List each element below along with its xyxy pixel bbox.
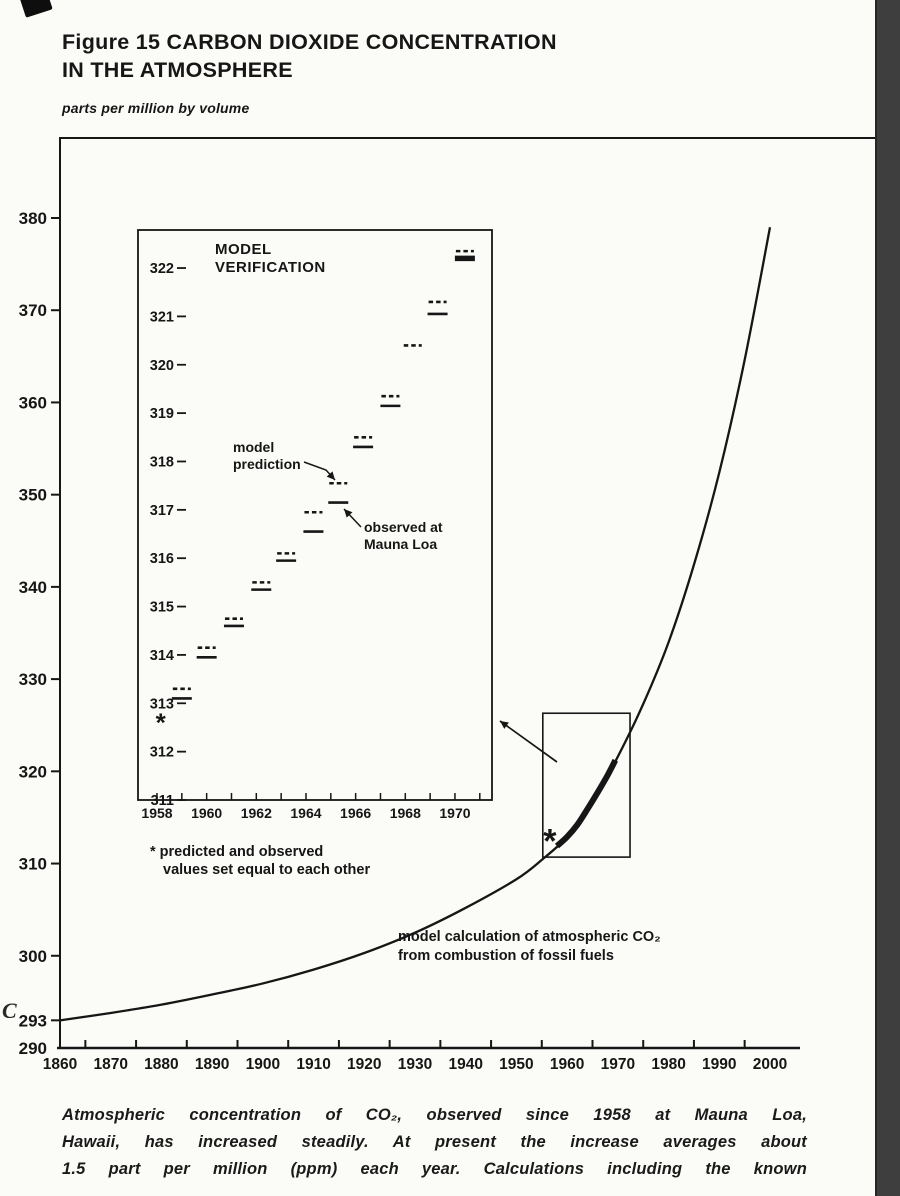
svg-text:1980: 1980 [651,1056,685,1073]
svg-text:340: 340 [19,578,47,597]
svg-text:320: 320 [19,762,47,781]
scan-artifact-right-bar [875,0,900,1196]
svg-text:VERIFICATION: VERIFICATION [215,259,326,276]
svg-text:1940: 1940 [448,1056,482,1073]
main-x-axis: 1860 1870 1880 1890 1900 1910 1920 1930 1940 1950… [43,1040,787,1073]
svg-text:1990: 1990 [702,1056,736,1073]
svg-text:* predicted and observed: * predicted and observed [150,844,323,860]
svg-text:2000: 2000 [753,1056,787,1073]
svg-text:1964: 1964 [290,805,321,821]
inset-footnote: * predicted and observed values set equal… [150,844,370,878]
svg-text:300: 300 [19,947,47,966]
observed-overlay [554,758,618,849]
svg-text:317: 317 [150,503,174,519]
svg-text:1950: 1950 [499,1056,533,1073]
main-star-marker: * [543,822,557,860]
svg-text:321: 321 [150,309,174,325]
svg-text:380: 380 [19,209,47,228]
svg-text:observed at: observed at [364,519,443,535]
svg-text:313: 313 [150,696,174,712]
svg-text:model: model [233,439,274,455]
svg-text:315: 315 [150,600,174,616]
svg-text:values set equal to each other: values set equal to each other [163,862,370,878]
svg-text:314: 314 [150,648,174,664]
figure-caption: Atmospheric concentration of CO₂, observ… [62,1102,807,1183]
svg-text:1966: 1966 [340,805,371,821]
svg-text:1970: 1970 [601,1056,635,1073]
svg-text:1860: 1860 [43,1056,77,1073]
svg-text:1880: 1880 [144,1056,178,1073]
model-prediction-arrow [303,461,336,481]
svg-text:293: 293 [19,1011,47,1030]
svg-text:360: 360 [19,393,47,412]
y-axis-units-label: parts per million by volume [62,100,250,116]
svg-text:Mauna Loa: Mauna Loa [364,536,437,552]
scan-stray-mark: C [2,998,17,1023]
svg-text:319: 319 [150,406,174,422]
svg-text:322: 322 [150,261,174,277]
svg-text:316: 316 [150,551,174,567]
svg-text:1960: 1960 [550,1056,584,1073]
main-axes-frame [59,137,877,1048]
svg-text:312: 312 [150,745,174,761]
svg-text:310: 310 [19,855,47,874]
svg-text:1920: 1920 [347,1056,381,1073]
inset-star-marker: * [156,708,167,738]
svg-text:290: 290 [19,1039,47,1058]
svg-text:350: 350 [19,486,47,505]
inset-chart: 311 312 313 314 315 316 317 318 319 320 321 322 1958… [137,229,493,878]
svg-text:1962: 1962 [241,805,272,821]
inset-pointer-arrow [499,720,558,763]
svg-text:from combustion of fossil fuel: from combustion of fossil fuels [398,948,614,964]
svg-text:370: 370 [19,301,47,320]
svg-text:1968: 1968 [390,805,421,821]
svg-text:1960: 1960 [191,805,222,821]
svg-text:prediction: prediction [233,456,301,472]
svg-text:1970: 1970 [439,805,470,821]
inset-x-axis: 1958 1960 1962 1964 1966 1968 1970 [141,793,481,821]
inset-data [171,249,475,700]
svg-text:330: 330 [19,670,47,689]
svg-text:1900: 1900 [246,1056,280,1073]
svg-text:MODEL: MODEL [215,241,272,258]
svg-text:1890: 1890 [195,1056,229,1073]
svg-text:318: 318 [150,454,174,470]
main-annotation: model calculation of atmospheric CO₂ from… [398,929,661,964]
svg-text:model calculation of atmospher: model calculation of atmospheric CO₂ [398,929,661,945]
zoom-region-box [541,712,631,858]
main-chart: 290 293 300 310 320 330 340 350 360 370 380 1860 187… [19,137,877,1073]
scan-artifact-corner [19,0,53,18]
inset-y-axis: 311 312 313 314 315 316 317 318 319 320 321 322 [150,261,186,809]
svg-text:1930: 1930 [398,1056,432,1073]
svg-text:1958: 1958 [141,805,172,821]
figure-title: Figure 15 CARBON DIOXIDE CONCENTRATION IN… [62,28,557,84]
svg-text:320: 320 [150,358,174,374]
main-y-axis: 290 293 300 310 320 330 340 350 360 370 380 [19,209,60,1058]
model-curve [59,227,772,1022]
svg-text:1870: 1870 [93,1056,127,1073]
caption-line-3: 1.5 part per million (ppm) each year. Ca… [62,1160,807,1178]
figure-title-line2: IN THE ATMOSPHERE [62,58,293,82]
observed-arrow [343,508,362,528]
caption-line-2: Hawaii, has increased steadily. At prese… [62,1133,807,1151]
inset-frame [137,229,493,801]
caption-line-1: Atmospheric concentration of CO₂, observ… [62,1106,807,1124]
figure-title-line1: Figure 15 CARBON DIOXIDE CONCENTRATION [62,30,557,54]
svg-text:311: 311 [151,793,174,809]
svg-text:1910: 1910 [296,1056,330,1073]
